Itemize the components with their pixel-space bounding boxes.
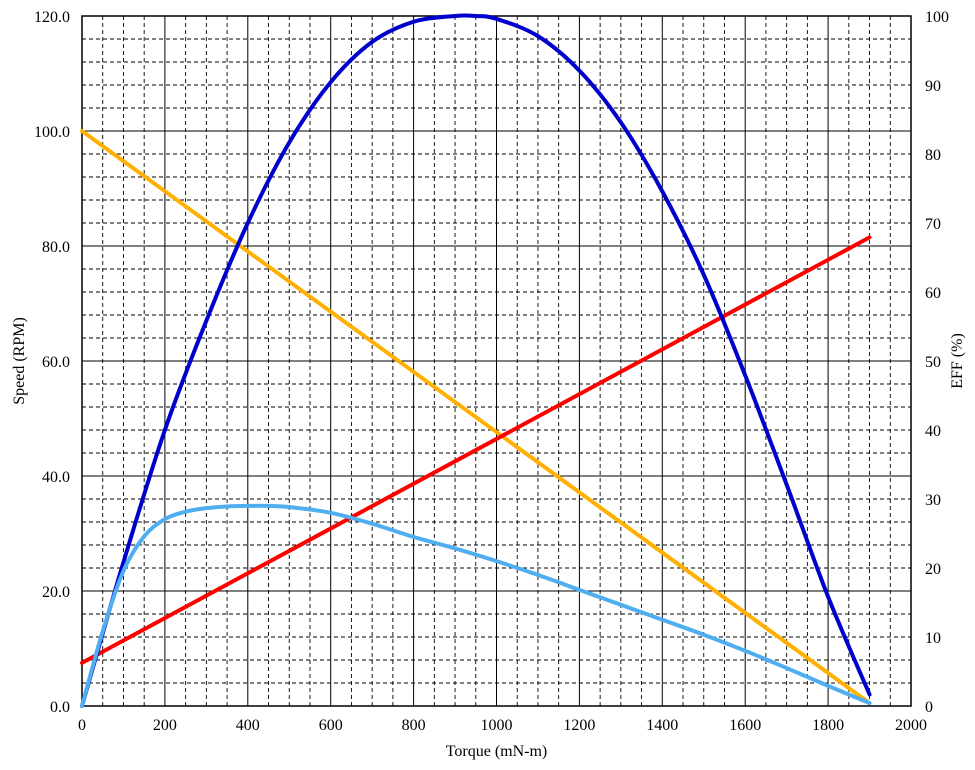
- x-tick-label: 600: [319, 717, 343, 734]
- x-tick-label: 400: [236, 717, 260, 734]
- series-layer: [80, 13, 872, 708]
- y-tick-labels: 0.0 20.0 40.0 60.0 80.0 100.0 120.0: [34, 9, 70, 716]
- x-tick-label: 200: [153, 717, 177, 734]
- y-tick-label: 60.0: [42, 354, 70, 371]
- y2-tick-label: 0: [925, 699, 933, 716]
- x-tick-label: 0: [78, 717, 86, 734]
- y2-tick-label: 20: [925, 561, 941, 578]
- y2-tick-label: 100: [925, 9, 949, 26]
- y-tick-label: 120.0: [34, 9, 70, 26]
- x-tick-labels: 0 200 400 600 800 1000 1200 1400 1600 1800 2000: [78, 717, 927, 734]
- x-tick-label: 1400: [646, 717, 678, 734]
- x-tick-label: 2000: [895, 717, 927, 734]
- x-tick-label: 800: [402, 717, 426, 734]
- x-tick-label: 1200: [563, 717, 595, 734]
- y2-tick-label: 70: [925, 216, 941, 233]
- current-line: [80, 235, 872, 665]
- y2-tick-label: 60: [925, 285, 941, 302]
- y-tick-label: 80.0: [42, 239, 70, 256]
- y2-tick-labels: 0 10 20 30 40 50 60 70 80 90 100: [925, 9, 949, 716]
- y2-tick-label: 90: [925, 78, 941, 95]
- y-tick-label: 100.0: [34, 124, 70, 141]
- x-tick-label: 1600: [729, 717, 761, 734]
- y2-tick-label: 40: [925, 423, 941, 440]
- y2-tick-label: 30: [925, 492, 941, 509]
- y-tick-label: 20.0: [42, 584, 70, 601]
- x-tick-label: 1800: [812, 717, 844, 734]
- y-axis-title: Speed (RPM): [11, 317, 28, 405]
- efficiency-curve: [80, 13, 872, 708]
- x-axis-title: Torque (mN-m): [446, 743, 548, 760]
- power-curve: [80, 503, 872, 708]
- y-tick-label: 0.0: [50, 699, 70, 716]
- grid: [82, 16, 911, 706]
- y-tick-label: 40.0: [42, 469, 70, 486]
- x-tick-label: 1000: [481, 717, 513, 734]
- plot-frame: [81, 15, 912, 707]
- y2-axis-title: EFF (%): [949, 333, 966, 389]
- y2-tick-label: 80: [925, 147, 941, 164]
- y2-tick-label: 50: [925, 354, 941, 371]
- y2-tick-label: 10: [925, 630, 941, 647]
- speed-line: [80, 129, 872, 706]
